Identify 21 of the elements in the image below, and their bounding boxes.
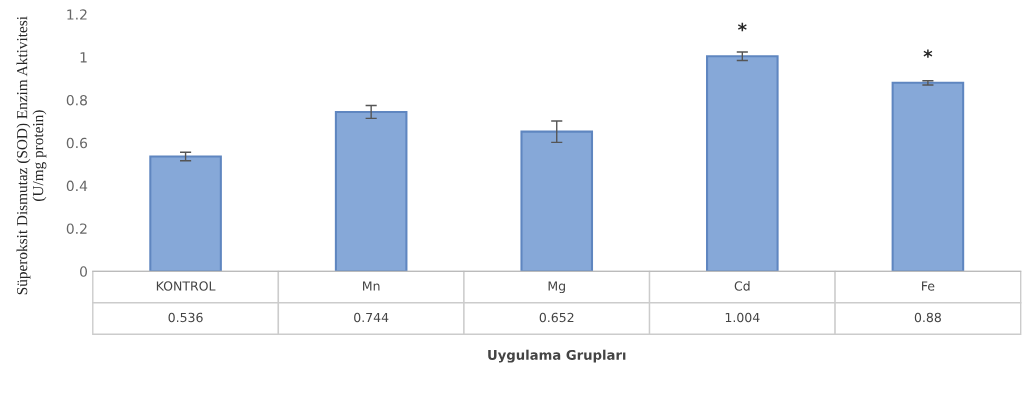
data-label: 0.536 [168, 312, 203, 323]
x-tick-label: Cd [734, 281, 750, 291]
y-tick-label: 1 [80, 52, 87, 63]
y-tick-label: 0.6 [66, 137, 88, 149]
data-label: 0.652 [539, 312, 574, 323]
y-tick-label: 1.2 [67, 9, 87, 20]
x-tick-label: KONTROL [156, 281, 216, 291]
y-tick-label: 0 [80, 266, 88, 277]
y-tick-label: 0.4 [66, 180, 88, 192]
y-tick-label: 0.8 [66, 94, 87, 106]
data-label: 0.744 [354, 312, 389, 323]
annotation: * [737, 22, 747, 32]
x-tick-label: Mn [363, 281, 380, 291]
x-tick-label: Fe [922, 281, 935, 291]
x-tick-label: Mg [548, 281, 565, 294]
data-label: 1.004 [725, 312, 760, 323]
y-axis-title: Süperoksit Dismutaz (SOD) Enzim Aktivitesi (U/mg protein) [16, 16, 47, 295]
annotation: * [923, 49, 933, 58]
y-tick-label: 0.2 [66, 223, 87, 234]
x-axis-title: Uygulama Grupları [488, 349, 626, 363]
data-label: 0.88 [914, 312, 941, 323]
